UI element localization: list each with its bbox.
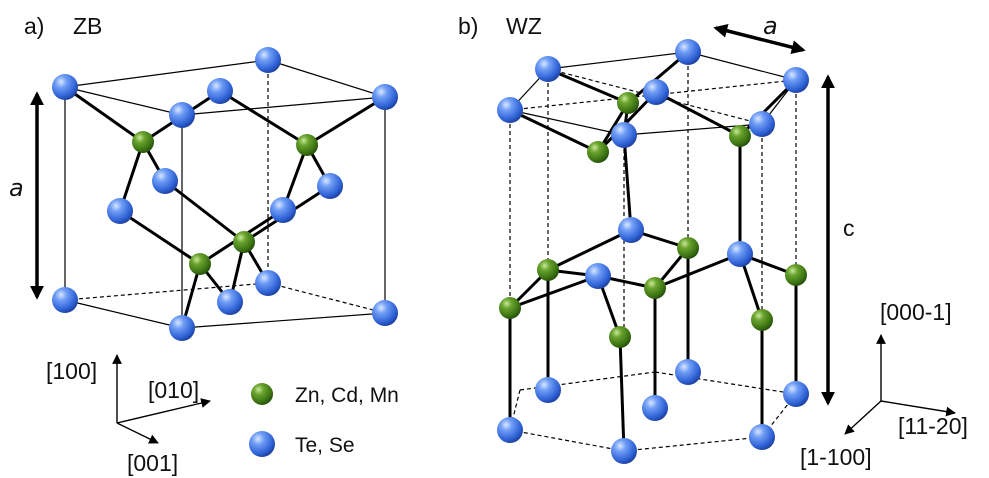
anion-atom bbox=[207, 78, 233, 104]
anion-atom bbox=[611, 438, 637, 464]
cation-atom bbox=[609, 326, 631, 348]
cation-atom bbox=[537, 259, 559, 281]
cation-atom bbox=[751, 309, 773, 331]
panel-a-title: ZB bbox=[73, 13, 102, 39]
wz-a-lattice-label: a bbox=[763, 12, 778, 40]
anion-atom bbox=[152, 168, 178, 194]
cation-atom bbox=[785, 264, 807, 286]
anion-atom bbox=[675, 359, 701, 385]
legend: Zn, Cd, Mn Te, Se bbox=[249, 383, 399, 457]
anion-atom bbox=[255, 270, 281, 296]
anion-atom bbox=[783, 67, 809, 93]
legend-anion-label: Te, Se bbox=[295, 434, 355, 457]
anion-atom bbox=[618, 217, 644, 243]
anion-atom bbox=[255, 47, 281, 73]
wz-axis-up-label: [000-1] bbox=[880, 299, 952, 325]
wz-axis-left-label: [1-100] bbox=[800, 444, 872, 470]
anion-atom bbox=[497, 417, 523, 443]
zb-unit-cell bbox=[64, 59, 386, 329]
wz-axes: [000-1] [11-20] [1-100] bbox=[800, 299, 968, 470]
anion-atom bbox=[783, 381, 809, 407]
anion-atom bbox=[642, 395, 668, 421]
wz-a-lattice-arrow bbox=[713, 23, 806, 55]
cation-atom bbox=[296, 134, 318, 156]
legend-cation-swatch bbox=[251, 383, 273, 405]
anion-atom bbox=[107, 198, 133, 224]
anion-atom bbox=[535, 56, 561, 82]
anion-atom bbox=[749, 111, 775, 137]
anion-atom bbox=[675, 39, 701, 65]
anion-atom bbox=[52, 74, 78, 100]
anion-atom bbox=[611, 122, 637, 148]
panel-a-label: a) bbox=[24, 13, 44, 39]
panel-b-label: b) bbox=[458, 13, 478, 39]
wz-atoms bbox=[497, 39, 809, 464]
anion-atom bbox=[270, 197, 296, 223]
anion-atom bbox=[749, 424, 775, 450]
cation-atom bbox=[189, 253, 211, 275]
zb-axis-right-label: [010] bbox=[148, 377, 199, 403]
wz-axis-right-label: [11-20] bbox=[898, 413, 968, 439]
anion-atom bbox=[497, 97, 523, 123]
anion-atom bbox=[643, 79, 669, 105]
cation-atom bbox=[233, 231, 255, 253]
cation-atom bbox=[132, 131, 154, 153]
anion-atom bbox=[169, 315, 195, 341]
cation-atom bbox=[499, 297, 521, 319]
cation-atom bbox=[677, 237, 699, 259]
anion-atom bbox=[372, 300, 398, 326]
cation-atom bbox=[587, 141, 609, 163]
wurtzite-panel: b) WZ bbox=[458, 12, 968, 470]
cation-atom bbox=[617, 92, 639, 114]
anion-atom bbox=[585, 263, 611, 289]
anion-atom bbox=[217, 289, 243, 315]
anion-atom bbox=[169, 102, 195, 128]
zb-atoms bbox=[52, 47, 398, 341]
zb-axis-up-label: [100] bbox=[46, 358, 97, 384]
zb-lattice-label: a bbox=[9, 174, 24, 202]
zinc-blende-panel: a) ZB bbox=[9, 13, 398, 476]
anion-atom bbox=[317, 173, 343, 199]
legend-anion-swatch bbox=[249, 431, 275, 457]
wz-c-lattice-label: c bbox=[843, 215, 855, 241]
anion-atom bbox=[372, 84, 398, 110]
panel-b-title: WZ bbox=[506, 13, 542, 39]
zb-axis-down-label: [001] bbox=[127, 450, 178, 476]
anion-atom bbox=[727, 241, 753, 267]
zb-axes: [100] [010] [001] bbox=[46, 354, 211, 476]
anion-atom bbox=[535, 377, 561, 403]
anion-atom bbox=[52, 287, 78, 313]
cation-atom bbox=[644, 277, 666, 299]
legend-cation-label: Zn, Cd, Mn bbox=[295, 384, 399, 407]
cation-atom bbox=[729, 125, 751, 147]
